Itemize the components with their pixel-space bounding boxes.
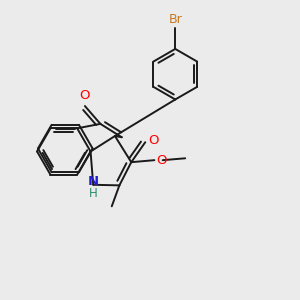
- Text: H: H: [89, 187, 98, 200]
- Text: O: O: [156, 154, 166, 167]
- Text: O: O: [80, 88, 90, 102]
- Text: N: N: [88, 175, 99, 188]
- Text: Br: Br: [168, 13, 182, 26]
- Text: O: O: [148, 134, 159, 147]
